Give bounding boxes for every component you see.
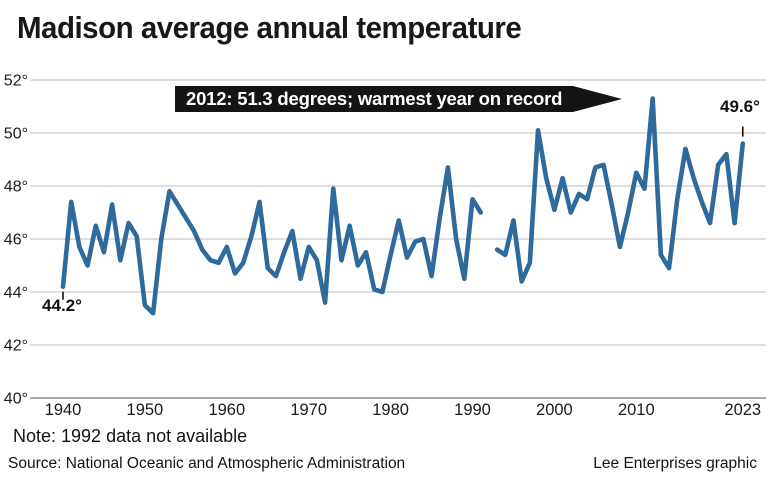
start-value-label: 44.2° — [42, 296, 82, 315]
x-axis-label: 2023 — [724, 401, 761, 419]
credit-text: Lee Enterprises graphic — [593, 455, 757, 472]
record-callout: 2012: 51.3 degrees; warmest year on reco… — [175, 86, 623, 112]
chart-title: Madison average annual temperature — [17, 10, 522, 45]
temperature-series-line — [60, 165, 483, 316]
record-callout-text: 2012: 51.3 degrees; warmest year on reco… — [175, 86, 574, 112]
x-axis-label: 1960 — [208, 401, 245, 419]
note-text: Note: 1992 data not available — [13, 426, 248, 446]
callout-arrow-icon — [573, 86, 623, 112]
x-axis-label: 1980 — [372, 401, 409, 419]
y-axis-label: 48° — [4, 179, 28, 196]
x-axis-label: 2010 — [618, 401, 655, 419]
y-axis-label: 46° — [4, 232, 28, 249]
y-axis-label: 44° — [4, 285, 28, 302]
y-axis-label: 52° — [4, 73, 28, 90]
x-axis-label: 1990 — [454, 401, 491, 419]
x-axis-label: 1950 — [127, 401, 164, 419]
y-axis-label: 50° — [4, 126, 28, 143]
end-value-label: 49.6° — [720, 97, 760, 116]
x-axis-label: 2000 — [536, 401, 573, 419]
x-axis-label: 1970 — [290, 401, 327, 419]
footer-row: Source: National Oceanic and Atmospheric… — [8, 455, 757, 473]
y-axis-label: 42° — [4, 338, 28, 355]
temperature-series-line — [494, 96, 746, 284]
source-text: Source: National Oceanic and Atmospheric… — [8, 455, 406, 472]
x-axis-label: 1940 — [45, 401, 82, 419]
y-axis-label: 40° — [4, 391, 28, 408]
